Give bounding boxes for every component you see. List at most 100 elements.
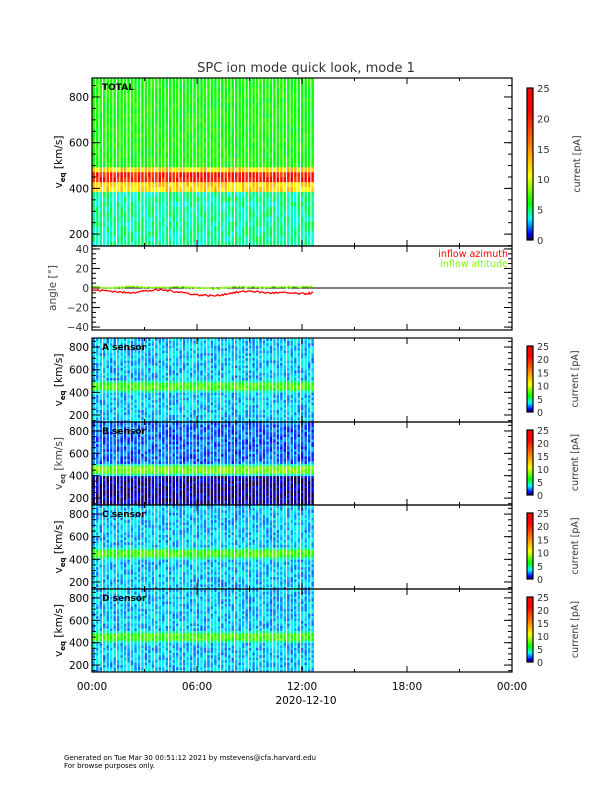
spectrogram-cell xyxy=(109,399,113,403)
spectrogram-cell xyxy=(144,387,148,391)
spectrogram-cell xyxy=(144,340,148,344)
spectrogram-cell xyxy=(175,387,179,391)
spectrogram-cell xyxy=(228,78,231,84)
spectrogram-cell xyxy=(273,382,276,386)
spectrogram-cell xyxy=(245,191,248,197)
spectrogram-cell xyxy=(283,142,287,148)
spectrogram-cell xyxy=(255,87,259,94)
spectrogram-cell xyxy=(127,461,130,464)
spectrogram-cell xyxy=(165,350,169,354)
spectrogram-cell xyxy=(245,211,248,217)
spectrogram-cell xyxy=(248,347,252,351)
spectrogram-cell xyxy=(113,201,116,207)
spectrogram-cell xyxy=(158,342,162,346)
spectrogram-cell xyxy=(113,340,116,344)
spectrogram-cell xyxy=(169,382,172,386)
spectrogram-cell xyxy=(186,372,189,376)
spectrogram-cell xyxy=(283,350,287,354)
spectrogram-cell xyxy=(182,350,186,354)
spectrogram-cell xyxy=(241,417,245,420)
spectrogram-cell xyxy=(172,176,175,183)
spectrogram-cell xyxy=(144,357,148,361)
spectrogram-cell xyxy=(210,340,214,344)
spectrogram-cell xyxy=(148,394,151,398)
spectrogram-cell xyxy=(283,102,287,109)
spectrogram-cell xyxy=(127,495,130,499)
colorbar-tick-label: 15 xyxy=(537,145,550,156)
spectrogram-cell xyxy=(137,340,141,344)
spectrogram-cell xyxy=(294,394,297,398)
spectrogram-cell xyxy=(109,340,113,344)
spectrogram-cell xyxy=(162,231,165,237)
spectrogram-cell xyxy=(287,338,290,341)
spectrogram-cell xyxy=(127,485,130,489)
spectrogram-cell xyxy=(266,78,269,84)
spectrogram-cell xyxy=(172,360,175,364)
spectrogram-cell xyxy=(241,78,245,84)
spectrogram-cell xyxy=(311,370,314,373)
spectrogram-cell xyxy=(231,347,235,351)
spectrogram-cell xyxy=(255,399,259,403)
spectrogram-cell xyxy=(127,377,130,381)
spectrogram-cell xyxy=(294,137,297,143)
spectrogram-cell xyxy=(283,231,287,237)
spectrogram-cell xyxy=(109,429,113,433)
spectrogram-cell xyxy=(134,147,137,153)
spectrogram-cell xyxy=(224,365,228,369)
spectrogram-cell xyxy=(175,117,179,123)
spectrogram-cell xyxy=(262,365,266,369)
spectrogram-cell xyxy=(307,221,311,227)
spectrogram-cell xyxy=(290,338,294,341)
spectrogram-cell xyxy=(269,338,273,341)
colorbar xyxy=(526,87,534,241)
spectrogram-cell xyxy=(120,453,123,457)
spectrogram-cell xyxy=(123,453,127,457)
spectrogram-cell xyxy=(252,404,255,408)
spectrogram-cell xyxy=(141,372,144,376)
spectrogram-cell xyxy=(113,157,116,163)
spectrogram-cell xyxy=(123,196,127,202)
spectrogram-cell xyxy=(96,387,99,391)
spectrogram-cell xyxy=(273,370,276,373)
spectrogram-cell xyxy=(130,370,134,373)
spectrogram-cell xyxy=(123,443,127,447)
spectrogram-cell xyxy=(165,206,169,212)
spectrogram-cell xyxy=(141,166,144,173)
spectrogram-cell xyxy=(280,338,283,341)
spectrogram-cell xyxy=(96,152,99,158)
spectrogram-cell xyxy=(245,157,248,163)
spectrogram-cell xyxy=(228,236,231,242)
spectrogram-cell xyxy=(186,382,189,386)
spectrogram-cell xyxy=(304,127,307,133)
spectrogram-cell xyxy=(151,97,155,104)
spectrogram-cell xyxy=(231,127,235,133)
spectrogram-cell xyxy=(234,399,238,403)
spectrogram-cell xyxy=(179,78,182,84)
spectrogram-cell xyxy=(259,365,262,369)
spectrogram-cell xyxy=(196,350,200,354)
spectrogram-cell xyxy=(207,338,210,341)
spectrogram-cell xyxy=(234,181,238,188)
spectrogram-cell xyxy=(259,352,262,356)
spectrogram-cell xyxy=(241,147,245,153)
spectrogram-cell xyxy=(241,196,245,202)
spectrogram-cell xyxy=(158,357,162,361)
spectrogram-cell xyxy=(130,147,134,153)
spectrogram-cell xyxy=(148,87,151,94)
spectrogram-cell xyxy=(248,365,252,369)
spectrogram-cell xyxy=(234,419,238,423)
spectrogram-cell xyxy=(113,412,116,415)
spectrogram-cell xyxy=(262,338,266,341)
spectrogram-cell xyxy=(255,367,259,371)
spectrogram-cell xyxy=(109,451,113,455)
spectrogram-cell xyxy=(203,409,207,413)
spectrogram-cell xyxy=(179,338,182,341)
spectrogram-cell xyxy=(200,394,203,398)
spectrogram-cell xyxy=(141,394,144,398)
spectrogram-cell xyxy=(92,497,96,501)
spectrogram-cell xyxy=(92,409,96,413)
spectrogram-cell xyxy=(224,419,228,423)
spectrogram-cell xyxy=(287,392,290,396)
spectrogram-cell xyxy=(241,365,245,369)
spectrogram-cell xyxy=(259,107,262,113)
